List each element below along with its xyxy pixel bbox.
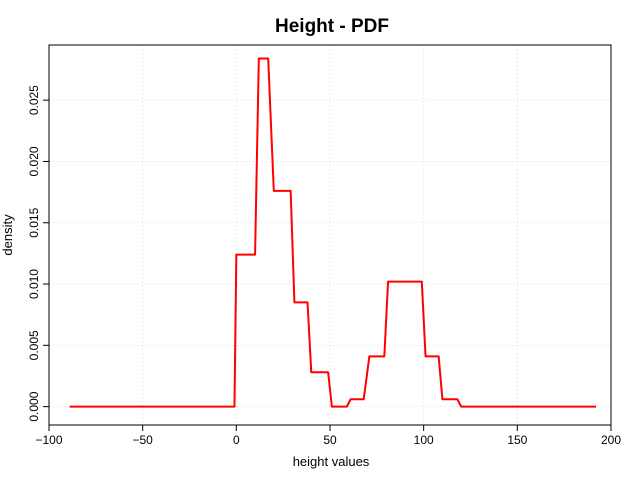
grid xyxy=(49,45,611,425)
x-axis: −100 −50 0 50 100 150 200 xyxy=(35,425,621,447)
y-tick-label: 0.000 xyxy=(27,391,41,421)
x-tick-label: 50 xyxy=(323,433,337,447)
y-axis: 0.000 0.005 0.010 0.015 0.020 0.025 xyxy=(27,85,49,422)
x-axis-label: height values xyxy=(293,454,370,469)
chart-title: Height - PDF xyxy=(275,16,389,37)
x-tick-label: 200 xyxy=(601,433,621,447)
y-tick-label: 0.015 xyxy=(27,207,41,237)
density-line xyxy=(69,57,597,408)
x-tick-label: 0 xyxy=(233,433,240,447)
series-layer xyxy=(69,57,597,408)
y-tick-label: 0.025 xyxy=(27,85,41,115)
y-tick-label: 0.020 xyxy=(27,146,41,176)
x-tick-label: −50 xyxy=(132,433,153,447)
y-tick-label: 0.010 xyxy=(27,269,41,299)
x-tick-label: −100 xyxy=(35,433,62,447)
x-tick-label: 100 xyxy=(414,433,434,447)
y-axis-label: density xyxy=(0,214,15,256)
y-tick-label: 0.005 xyxy=(27,330,41,360)
x-tick-label: 150 xyxy=(507,433,527,447)
